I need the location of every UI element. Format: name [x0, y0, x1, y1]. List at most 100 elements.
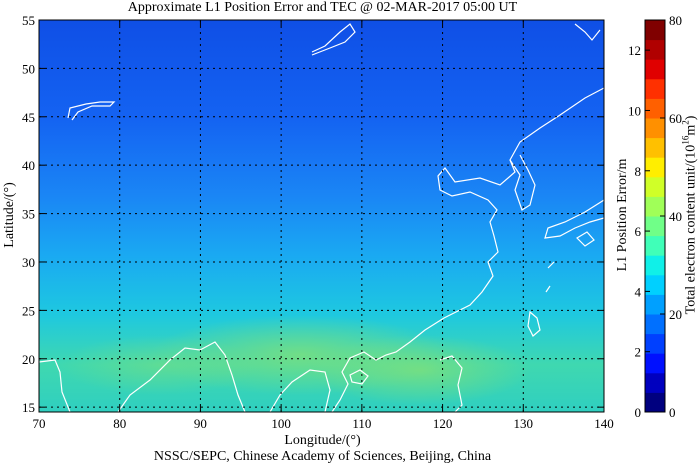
coastline-hainan — [349, 369, 369, 385]
colorbar-segment — [645, 235, 665, 246]
colorbar-segment — [645, 333, 665, 344]
y-tick-label: 35 — [22, 207, 35, 222]
colorbar-right-tick-labels: 0 20 40 60 80 — [669, 13, 682, 420]
coastline-china-korea — [331, 87, 604, 412]
colorbar-tec-tick-label: 0 — [669, 405, 676, 420]
colorbar-segment — [645, 69, 665, 80]
y-tick-label: 55 — [22, 13, 35, 28]
colorbar-error-tick-label: 6 — [635, 224, 642, 239]
colorbar-segment — [645, 382, 665, 393]
coastline-sea — [545, 261, 555, 293]
coastlines — [39, 23, 604, 412]
colorbar-segment — [645, 186, 665, 197]
coastline-north — [311, 23, 356, 56]
colorbar-segment — [645, 147, 665, 158]
colorbar-tec-tick-label: 60 — [669, 111, 682, 126]
axis-ticks — [38, 19, 605, 412]
colorbar-error-tick-label: 8 — [635, 164, 642, 179]
colorbar-segment — [645, 323, 665, 335]
colorbar-segment — [645, 167, 665, 178]
colorbar-segment — [645, 245, 665, 256]
coastline-sakhalin — [574, 23, 601, 41]
coastline-indochina — [269, 369, 331, 412]
colorbar-segment — [645, 343, 665, 354]
colorbar-segment — [645, 49, 665, 60]
colorbar-segment — [645, 88, 665, 99]
colorbar-segment — [645, 372, 665, 384]
coastline-india — [39, 359, 71, 412]
colorbar-tec-tick-label: 80 — [669, 13, 682, 28]
colorbar-segment — [645, 176, 665, 188]
graticule — [39, 20, 604, 412]
colorbar-segment — [645, 59, 665, 70]
x-axis-label: Longitude/(°) — [284, 433, 361, 448]
colorbar-segment — [645, 363, 665, 374]
colorbar-error-label: L1 Position Error/m — [615, 158, 630, 272]
colorbar-left-tick-labels: 0 2 4 6 8 10 12 — [628, 43, 642, 420]
y-tick-label: 50 — [22, 61, 35, 76]
colorbar-segment — [645, 78, 665, 90]
y-tick-labels: 15 20 25 30 35 40 45 50 55 — [22, 13, 35, 415]
colorbar-segment — [645, 402, 665, 413]
coastline-philippines — [439, 355, 463, 412]
x-tick-label: 80 — [113, 416, 126, 431]
x-tick-label: 90 — [194, 416, 207, 431]
colorbar-ticks — [645, 19, 665, 413]
colorbar-error-tick-label: 2 — [635, 345, 642, 360]
y-tick-label: 25 — [22, 303, 35, 318]
colorbar-segment — [645, 255, 665, 266]
coastline-korea — [509, 154, 536, 211]
colorbar-tec-tick-label: 40 — [669, 209, 682, 224]
x-tick-label: 120 — [433, 416, 453, 431]
y-tick-label: 15 — [22, 400, 35, 415]
colorbar-segment — [645, 20, 665, 31]
y-tick-label: 40 — [22, 158, 35, 173]
colorbar — [645, 20, 665, 413]
colorbar-error-tick-label: 10 — [628, 103, 641, 118]
colorbar-segment — [645, 225, 665, 237]
colorbar-segment — [645, 29, 665, 41]
colorbar-segment — [645, 98, 665, 109]
colorbar-error-tick-label: 4 — [635, 284, 642, 299]
y-tick-label: 20 — [22, 352, 35, 367]
colorbar-segment — [645, 353, 665, 364]
plot-frame — [38, 19, 605, 413]
colorbar-error-tick-label: 12 — [628, 43, 641, 58]
colorbar-segment — [645, 274, 665, 286]
colorbar-segment — [645, 284, 665, 295]
x-tick-labels: 70 80 90 100 110 120 130 140 — [33, 416, 614, 431]
footer-credit: NSSC/SEPC, Chinese Academy of Sciences, … — [153, 449, 492, 464]
x-tick-label: 140 — [594, 416, 614, 431]
colorbar-segment — [645, 294, 665, 305]
colorbar-segment — [645, 127, 665, 139]
y-axis-label: Latitude/(°) — [2, 182, 17, 248]
colorbar-segment — [645, 196, 665, 207]
y-tick-label: 45 — [22, 110, 35, 125]
colorbar-tec-tick-label: 20 — [669, 307, 682, 322]
coastline-caspian — [67, 101, 116, 121]
colorbar-error-tick-label: 0 — [635, 405, 642, 420]
colorbar-segment — [645, 392, 665, 403]
x-tick-label: 70 — [33, 416, 46, 431]
chart-title: Approximate L1 Position Error and TEC @ … — [127, 0, 518, 15]
colorbar-segment — [645, 108, 665, 119]
colorbar-segment — [645, 265, 665, 276]
x-tick-label: 110 — [352, 416, 371, 431]
colorbar-segment — [645, 157, 665, 168]
x-tick-label: 100 — [271, 416, 291, 431]
x-tick-label: 130 — [514, 416, 534, 431]
colorbar-segment — [645, 118, 665, 129]
tec-field — [39, 20, 604, 412]
colorbar-segment — [645, 216, 665, 227]
colorbar-segment — [645, 137, 665, 148]
coastline-japan-2 — [576, 231, 595, 247]
y-tick-label: 30 — [22, 255, 35, 270]
coastline-japan — [544, 199, 604, 239]
colorbar-segment — [645, 39, 665, 50]
colorbar-tec-label: Total electron content unit/(1016m2) — [680, 115, 699, 315]
colorbar-segment — [645, 206, 665, 217]
coastline-taiwan — [527, 310, 541, 337]
colorbar-segment — [645, 314, 665, 325]
colorbar-segment — [645, 304, 665, 315]
